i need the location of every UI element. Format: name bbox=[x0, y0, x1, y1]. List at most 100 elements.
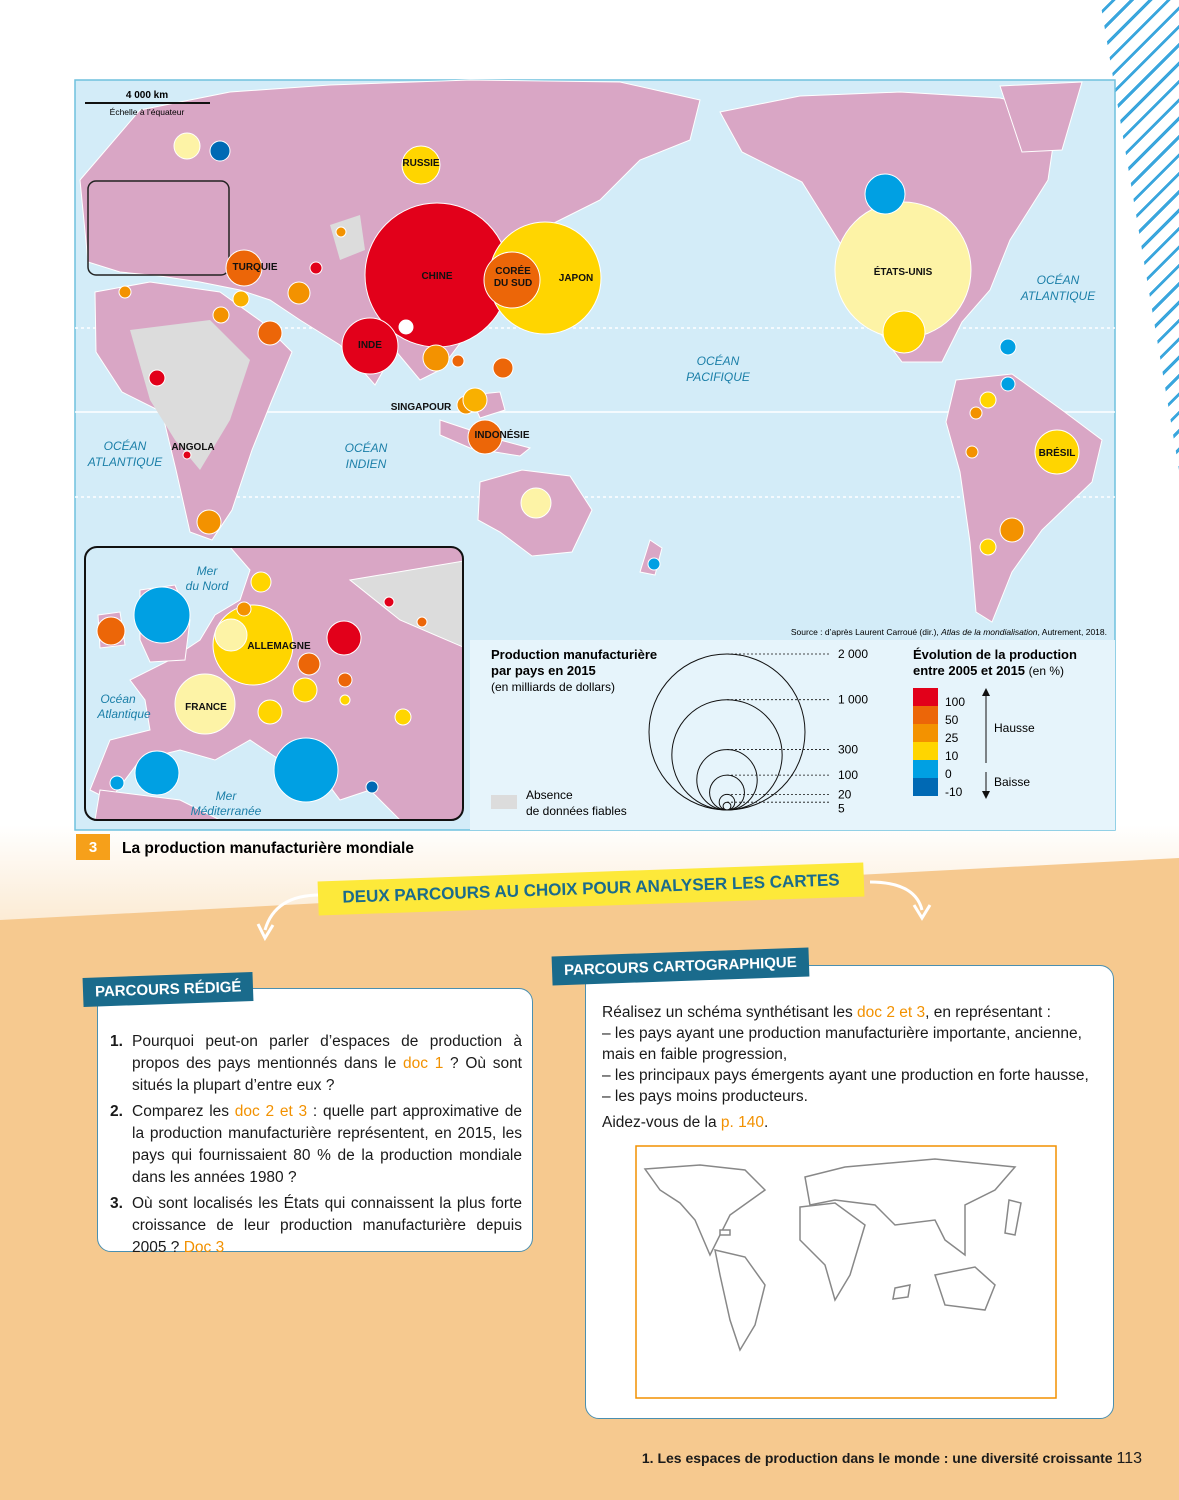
ocean-label: OCÉAN bbox=[104, 438, 147, 453]
source-title: Atlas de la mondialisation bbox=[940, 627, 1038, 637]
circle bbox=[212, 306, 230, 324]
card-title: PARCOURS RÉDIGÉ bbox=[82, 972, 254, 1007]
caption-number: 3 bbox=[89, 839, 97, 856]
text: , en représentant : bbox=[925, 1004, 1051, 1021]
doc-link[interactable]: doc 2 et 3 bbox=[234, 1103, 308, 1120]
source-text: Source : d’après Laurent Carroué (dir.), bbox=[791, 627, 941, 637]
arrow bbox=[912, 904, 932, 921]
legend: Production manufacturière par pays en 20… bbox=[470, 640, 1115, 830]
color-swatch bbox=[913, 760, 938, 778]
class-label: 10 bbox=[945, 749, 959, 763]
question: 3. Où sont localisés les États qui connai… bbox=[110, 1193, 522, 1259]
circle bbox=[232, 290, 250, 308]
question: 1. Pourquoi peut-on parler d’espaces de p… bbox=[110, 1031, 522, 1097]
country-label: CHINE bbox=[421, 271, 452, 282]
circle bbox=[118, 285, 132, 299]
country-label: ÉTATS-UNIS bbox=[874, 265, 933, 278]
size-label: 2 000 bbox=[838, 647, 868, 661]
footer: 1. Les espaces de production dans le mon… bbox=[642, 1450, 1142, 1468]
circle bbox=[287, 281, 311, 305]
inset: Mer du Nord Océan Atlantique Mer Méditer… bbox=[84, 546, 464, 821]
text: Comparez les bbox=[132, 1103, 235, 1120]
ocean-label: OCÉAN bbox=[697, 353, 740, 368]
circle bbox=[1034, 429, 1080, 475]
circle bbox=[999, 338, 1017, 356]
circle bbox=[965, 445, 979, 459]
circle bbox=[969, 406, 983, 420]
text: Aidez-vous de la bbox=[602, 1114, 721, 1131]
page-link[interactable]: p. 140 bbox=[720, 1114, 765, 1131]
sea-label: Méditerranée bbox=[191, 804, 262, 818]
arrow bbox=[869, 880, 924, 911]
class-label: 0 bbox=[945, 767, 952, 781]
source-text: , Autrement, 2018. bbox=[1038, 627, 1107, 637]
sea-label: du Nord bbox=[186, 579, 229, 593]
arrow bbox=[263, 893, 321, 931]
circle bbox=[882, 310, 926, 354]
blank-map bbox=[635, 1145, 1057, 1399]
country-label: FRANCE bbox=[185, 702, 227, 713]
circle bbox=[462, 387, 488, 413]
page-number: 113 bbox=[1116, 1450, 1142, 1467]
country-label: INDE bbox=[358, 340, 382, 351]
class-label: 50 bbox=[945, 713, 959, 727]
size-label: 100 bbox=[838, 768, 858, 782]
legend-title: Évolution de la production bbox=[913, 647, 1077, 662]
intro: Réalisez un schéma synthétisant les doc … bbox=[602, 1002, 1102, 1023]
scale-note: Échelle à l’équateur bbox=[110, 107, 185, 117]
card: 1. Pourquoi peut-on parler d’espaces de p… bbox=[97, 988, 533, 1256]
circle bbox=[309, 261, 323, 275]
legend-title: par pays en 2015 bbox=[491, 663, 596, 678]
legend-unit: (en milliards de dollars) bbox=[491, 680, 615, 694]
ocean-label: ATLANTIQUE bbox=[87, 455, 163, 469]
card: Réalisez un schéma synthétisant les doc … bbox=[585, 965, 1114, 1419]
country-labels: RUSSIE TURQUIE CHINE CORÉE DU SUD JAPON … bbox=[171, 158, 1075, 459]
circle bbox=[1000, 376, 1016, 392]
circle bbox=[483, 251, 541, 309]
size-label: 300 bbox=[838, 743, 858, 757]
legend-title: entre 2005 et 2015 (en %) bbox=[913, 663, 1064, 678]
class-label: 25 bbox=[945, 731, 959, 745]
doc-link[interactable]: doc 1 bbox=[403, 1055, 444, 1072]
legend-label: de données fiables bbox=[526, 804, 627, 818]
circle bbox=[341, 317, 399, 375]
sea-label: Océan bbox=[100, 692, 136, 706]
circle bbox=[225, 249, 263, 287]
color-swatch bbox=[913, 688, 938, 706]
circle bbox=[979, 538, 997, 556]
help: Aidez-vous de la p. 140. bbox=[602, 1112, 1102, 1133]
doc-link[interactable]: doc 2 et 3 bbox=[857, 1004, 926, 1021]
arrow-head bbox=[982, 791, 990, 799]
map: 4 000 km Échelle à l’équateur bbox=[74, 79, 1116, 860]
item: – les pays moins producteurs. bbox=[602, 1088, 808, 1105]
ocean-label: ATLANTIQUE bbox=[1020, 289, 1096, 303]
text: . bbox=[764, 1114, 769, 1131]
country-label: BRÉSIL bbox=[1039, 446, 1076, 459]
legend-title: entre 2005 et 2015 bbox=[913, 663, 1025, 678]
source: Source : d’après Laurent Carroué (dir.),… bbox=[791, 627, 1107, 637]
class-label: -10 bbox=[945, 785, 963, 799]
country-label: SINGAPOUR bbox=[391, 402, 452, 413]
color-swatch bbox=[913, 724, 938, 742]
country-label: ANGOLA bbox=[171, 442, 214, 453]
circle bbox=[467, 419, 503, 455]
country-label: INDONÉSIE bbox=[474, 428, 529, 441]
color-swatch bbox=[913, 778, 938, 796]
doc-link[interactable]: Doc 3 bbox=[183, 1239, 225, 1256]
legend-panel bbox=[470, 640, 1115, 830]
class-label: 100 bbox=[945, 695, 965, 709]
chapter-title: 1. Les espaces de production dans le mon… bbox=[641, 1450, 1113, 1466]
circle bbox=[209, 140, 231, 162]
country-label: TURQUIE bbox=[233, 262, 278, 273]
ocean-label: OCÉAN bbox=[1037, 272, 1080, 287]
country-label: CORÉE bbox=[495, 264, 531, 277]
circle bbox=[401, 145, 441, 185]
ocean-label: PACIFIQUE bbox=[686, 370, 751, 384]
question-number: 1. bbox=[110, 1033, 123, 1050]
text: : quelle part approximative de la produc… bbox=[132, 1103, 522, 1186]
circle bbox=[864, 173, 906, 215]
ocean-labels: OCÉAN ATLANTIQUE OCÉAN INDIEN OCÉAN PACI… bbox=[87, 272, 1096, 471]
question: 2. Comparez les doc 2 et 3 : quelle part … bbox=[110, 1101, 522, 1189]
inset-locator bbox=[87, 180, 230, 276]
